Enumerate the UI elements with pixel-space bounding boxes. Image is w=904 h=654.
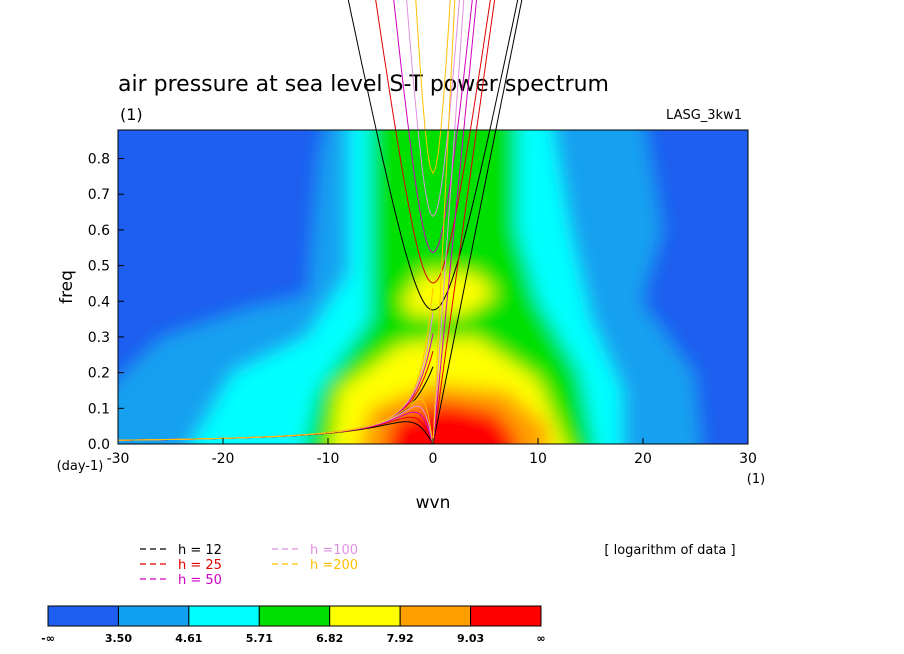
title-unit: (1) <box>120 105 143 124</box>
legend-label: h = 12 <box>178 543 222 558</box>
dispersion-curve <box>347 0 519 311</box>
y-tick-label: 0.7 <box>88 187 110 203</box>
y-tick-label: 0.4 <box>88 294 110 310</box>
y-tick-label: 0.6 <box>88 223 110 239</box>
colorbar-swatch <box>399 605 472 627</box>
x-tick-label: -30 <box>107 451 130 467</box>
y-unit-label: (day-1) <box>57 459 104 474</box>
y-tick-label: 0.2 <box>88 366 110 382</box>
x-tick-label: 30 <box>739 451 757 467</box>
colorbar-label: 3.50 <box>105 632 132 645</box>
colorbar-label: 9.03 <box>457 632 484 645</box>
legend-label: h =200 <box>310 558 358 573</box>
shading-layers <box>118 130 703 444</box>
contour-shading <box>118 130 703 444</box>
x-tick-label: -20 <box>212 451 235 467</box>
y-tick-label: 0.0 <box>88 437 110 453</box>
colorbar-swatch <box>470 605 542 627</box>
legend-label: h =100 <box>310 543 358 558</box>
colorbar-label: 4.61 <box>175 632 202 645</box>
plot-area <box>117 0 749 445</box>
colorbar-swatch <box>329 605 401 627</box>
y-tick-label: 0.3 <box>88 330 110 346</box>
legend-label: h = 50 <box>178 573 222 588</box>
colorbar-swatch <box>258 605 331 627</box>
colorbar-swatch <box>117 605 190 627</box>
y-axis-label: freq <box>57 270 77 304</box>
dispersion-curve <box>432 0 496 444</box>
y-tick-label: 0.5 <box>88 259 110 275</box>
dispersion-curve <box>375 0 491 284</box>
dispersion-curve <box>432 0 523 444</box>
x-unit-label: (1) <box>747 472 765 487</box>
chart-title: air pressure at sea level S-T power spec… <box>118 72 609 97</box>
y-tick-label: 0.8 <box>88 152 110 168</box>
colorbar-label: 6.82 <box>316 632 343 645</box>
colorbar-label: -∞ <box>41 632 55 645</box>
dispersion-curve <box>415 0 451 175</box>
data-note: [ logarithm of data ] <box>604 543 735 558</box>
x-tick-label: 10 <box>529 451 547 467</box>
y-tick-label: 0.1 <box>88 401 110 417</box>
x-axis: -30 -20 -10 0 10 20 30 <box>107 438 757 467</box>
shade-level-6 <box>386 401 517 444</box>
colorbar: -∞ 3.50 4.61 5.71 6.82 7.92 9.03 ∞ <box>41 605 546 645</box>
dispersion-curve <box>393 0 473 254</box>
colorbar-label: 7.92 <box>387 632 414 645</box>
dispersion-curve <box>406 0 460 218</box>
x-tick-label: 0 <box>429 451 438 467</box>
y-axis: 0.0 0.1 0.2 0.3 0.4 0.5 0.6 0.7 0.8 <box>88 152 124 453</box>
colorbar-swatch <box>188 605 260 627</box>
colorbar-label: 5.71 <box>246 632 273 645</box>
model-label: LASG_3kw1 <box>666 108 742 123</box>
dispersion-curves <box>118 0 523 444</box>
x-tick-label: 20 <box>634 451 652 467</box>
legend-label: h = 25 <box>178 558 222 573</box>
colorbar-label: ∞ <box>536 632 545 645</box>
x-tick-label: -10 <box>317 451 340 467</box>
colorbar-swatch <box>47 605 119 627</box>
x-axis-label: wvn <box>416 493 451 513</box>
dispersion-curve <box>118 287 434 441</box>
